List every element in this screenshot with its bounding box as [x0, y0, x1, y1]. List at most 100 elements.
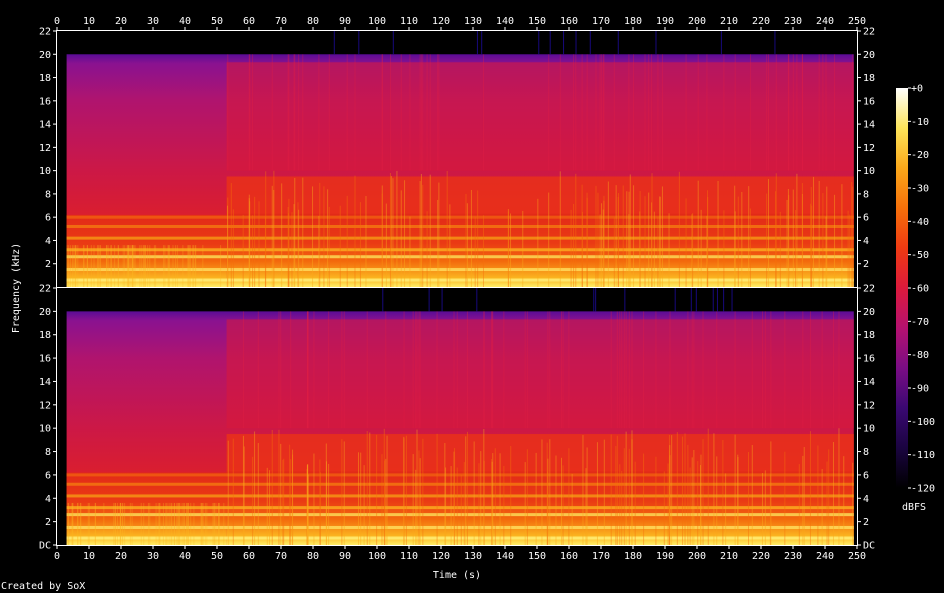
y-tick-label-left: 20 — [39, 50, 51, 61]
ultrasonic-spike — [550, 31, 551, 54]
transient-line — [214, 503, 215, 545]
transient-line — [347, 196, 348, 287]
y-tick-label-right: 10 — [863, 166, 875, 177]
y-tick-label-right: 2 — [863, 259, 869, 270]
transient-line-high — [587, 54, 588, 170]
transient-line-high — [833, 311, 834, 428]
x-tick-label-bottom: 100 — [368, 551, 386, 562]
transient-line — [828, 449, 829, 545]
x-tick-label-bottom: 140 — [496, 551, 514, 562]
transient-line — [158, 503, 159, 545]
transient-line — [571, 210, 572, 287]
transient-line — [80, 503, 81, 545]
harmonic-band — [67, 494, 854, 497]
transient-line — [228, 441, 229, 545]
transient-line — [619, 464, 620, 545]
x-tick-label-bottom: 190 — [656, 551, 674, 562]
transient-line — [449, 204, 450, 287]
transient-line — [280, 444, 281, 545]
harmonic-band — [67, 255, 854, 258]
transient-line — [652, 173, 653, 287]
transient-line — [184, 503, 185, 545]
transient-line — [220, 245, 221, 287]
transient-line-high — [298, 54, 299, 170]
transient-line — [617, 436, 618, 545]
transient-line — [122, 503, 123, 545]
transient-line-high — [784, 311, 785, 428]
x-tick-label-bottom: 10 — [83, 551, 95, 562]
loud-segment-mid — [227, 434, 854, 477]
transient-line — [175, 245, 176, 287]
transient-line-high — [307, 311, 308, 428]
transient-line — [169, 503, 170, 545]
ultrasonic-spike — [774, 31, 775, 54]
y-tick-label-left: 18 — [39, 330, 51, 341]
transient-line — [560, 171, 561, 287]
transient-line — [737, 455, 738, 545]
transient-line-high — [770, 311, 771, 428]
transient-line — [113, 503, 114, 545]
transient-line — [70, 245, 71, 287]
transient-line — [272, 430, 273, 545]
transient-line-high — [415, 311, 416, 428]
transient-line — [110, 245, 111, 287]
transient-line — [822, 469, 823, 545]
y-tick-label-left: 10 — [39, 166, 51, 177]
transient-line — [664, 471, 665, 545]
transient-line — [465, 194, 466, 287]
transient-line — [282, 460, 283, 545]
transient-line — [770, 441, 771, 545]
transient-line — [406, 436, 407, 545]
transient-line-high — [427, 54, 428, 170]
transient-line — [149, 503, 150, 545]
transient-line — [810, 431, 811, 545]
transient-line-high — [687, 311, 688, 428]
transient-line-high — [344, 311, 345, 428]
y-tick-label-right: 2 — [863, 517, 869, 528]
transient-line — [852, 463, 853, 545]
y-tick-label-right: 6 — [863, 213, 869, 224]
transient-line — [223, 503, 224, 545]
transient-line — [323, 186, 324, 287]
transient-line — [454, 448, 455, 545]
transient-line — [292, 450, 293, 545]
transient-line-high — [703, 311, 704, 428]
transient-line — [91, 245, 92, 287]
transient-line — [118, 245, 119, 287]
transient-line-high — [227, 54, 228, 170]
transient-line — [457, 468, 458, 545]
transient-line — [307, 465, 308, 545]
channel-1-spectrogram — [57, 31, 858, 288]
transient-line-high — [258, 311, 259, 428]
transient-line — [202, 245, 203, 287]
transient-line — [628, 214, 629, 287]
transient-line — [682, 437, 683, 545]
transient-line — [471, 190, 472, 287]
transient-line — [141, 503, 142, 545]
transient-line — [623, 186, 624, 287]
transient-line — [796, 174, 797, 287]
transient-line — [838, 428, 839, 545]
transient-line-high — [735, 311, 736, 428]
transient-line — [701, 210, 702, 287]
transient-line — [327, 189, 328, 287]
transient-line-high — [651, 54, 652, 170]
y-tick-label-left: 14 — [39, 120, 51, 131]
transient-line — [195, 245, 196, 287]
transient-line — [780, 212, 781, 287]
transient-line — [130, 503, 131, 545]
transient-line — [145, 245, 146, 287]
transient-line-high — [483, 311, 484, 428]
transient-line-high — [467, 311, 468, 428]
transient-line — [290, 459, 291, 545]
transient-line-high — [595, 54, 596, 170]
ultrasonic-spike — [723, 288, 724, 311]
transient-line — [83, 245, 84, 287]
transient-line — [171, 503, 172, 545]
transient-line — [788, 189, 789, 287]
transient-line — [176, 503, 177, 545]
transient-line — [403, 437, 404, 545]
transient-line — [597, 193, 598, 287]
ultrasonic-spike — [717, 288, 718, 311]
transient-line — [326, 461, 327, 545]
